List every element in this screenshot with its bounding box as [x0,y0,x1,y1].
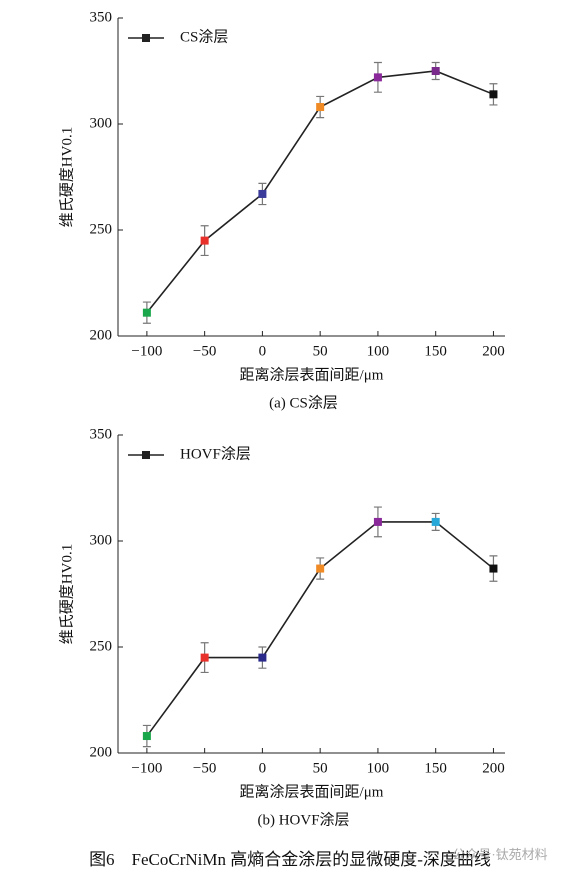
x-tick-label: −100 [131,343,162,359]
watermark: 公众号·钛苑材料 [452,847,547,862]
x-tick-label: −100 [131,760,162,776]
y-tick-label: 300 [90,532,113,548]
x-tick-label: −50 [193,760,216,776]
x-tick-label: 100 [367,343,390,359]
y-tick-label: 350 [90,426,113,442]
data-point [258,189,267,198]
data-point [431,67,440,75]
data-point [489,90,498,99]
legend-label: CS涂层 [180,28,228,45]
y-tick-label: 250 [90,638,113,654]
x-tick-label: 200 [482,760,505,776]
data-point [316,564,325,573]
caption: (b) HOVF涂层 [257,811,349,828]
y-tick-label: 200 [90,327,113,343]
series-line [146,521,494,737]
x-tick-label: 50 [313,760,328,776]
data-point [142,732,151,741]
figure-caption: 图6 FeCoCrNiMn 高熵合金涂层的显微硬度-深度曲线 [89,850,491,869]
data-point [489,564,498,573]
x-tick-label: 50 [313,343,328,359]
x-tick-label: 0 [259,343,267,359]
x-axis-label: 距离涂层表面间距/μm [240,366,384,383]
data-point [373,73,382,82]
caption: (a) CS涂层 [269,394,338,411]
x-axis-label: 距离涂层表面间距/μm [240,783,384,800]
y-tick-label: 300 [90,115,113,131]
legend-label: HOVF涂层 [180,445,251,462]
x-tick-label: 150 [424,760,447,776]
x-tick-label: 150 [424,343,447,359]
data-point [316,103,325,112]
x-tick-label: −50 [193,343,216,359]
legend-marker [142,451,150,459]
data-point [431,517,440,526]
y-axis-label: 维氏硬度HV0.1 [58,544,75,644]
y-tick-label: 200 [90,744,113,760]
data-point [200,236,209,245]
x-tick-label: 100 [367,760,390,776]
data-point [373,517,382,526]
y-axis-label: 维氏硬度HV0.1 [58,127,75,227]
data-point [142,308,151,317]
legend-marker [142,34,150,42]
x-tick-label: 200 [482,343,505,359]
data-point [258,653,267,662]
x-tick-label: 0 [259,760,267,776]
y-tick-label: 350 [90,9,113,25]
y-tick-label: 250 [90,221,113,237]
data-point [200,653,209,662]
